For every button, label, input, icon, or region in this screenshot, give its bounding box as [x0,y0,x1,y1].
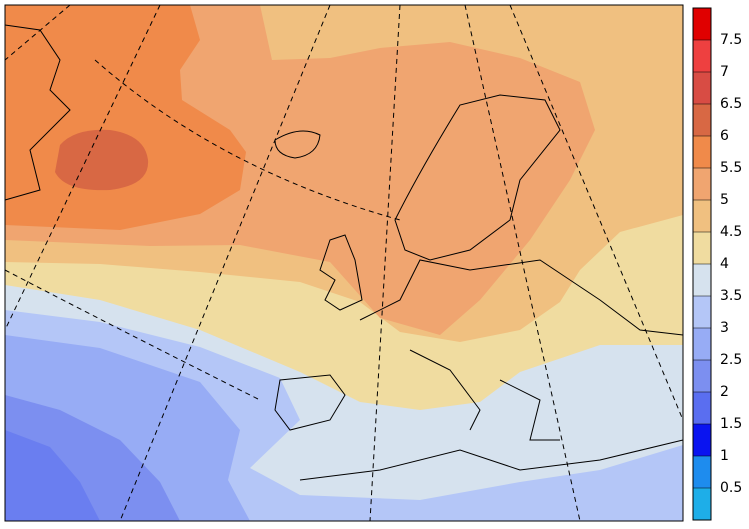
tick-label: 3 [720,320,729,336]
tick-label: 1 [720,448,729,464]
color-band [693,328,711,360]
map [4,4,684,522]
tick-label: 4.5 [720,224,742,240]
color-band [693,136,711,168]
tick-label: 7.5 [720,32,742,48]
tick-label: 5 [720,192,729,208]
tick-label: 1.5 [720,416,742,432]
color-band [693,296,711,328]
tick-label: 5.5 [720,160,742,176]
tick-label: 4 [720,256,729,272]
tick-label: 2.5 [720,352,742,368]
map-frame [4,4,684,522]
coastlines [4,24,684,481]
color-band [693,104,711,136]
color-band [693,424,711,456]
tick-label: 6 [720,128,729,144]
color-band [693,200,711,232]
tick-label: 2 [720,384,729,400]
color-band [693,40,711,72]
band-1.5-2 [5,430,100,521]
tick-label: 7 [720,64,729,80]
color-band [693,232,711,264]
color-band [693,8,711,40]
tick-label: 0.5 [720,480,742,496]
color-band [693,72,711,104]
colorbar: 0.5 1 1.5 2 2.5 3 3.5 4 4.5 5 5.5 6 6.5 7 7.5 [692,7,742,521]
tick-label: 3.5 [720,288,742,304]
band-6-6.5 [55,129,149,191]
color-band [693,264,711,296]
color-band [693,360,711,392]
tick-label: 6.5 [720,96,742,112]
color-band [693,456,711,488]
color-band [693,392,711,424]
color-band [693,488,711,520]
color-band [693,168,711,200]
